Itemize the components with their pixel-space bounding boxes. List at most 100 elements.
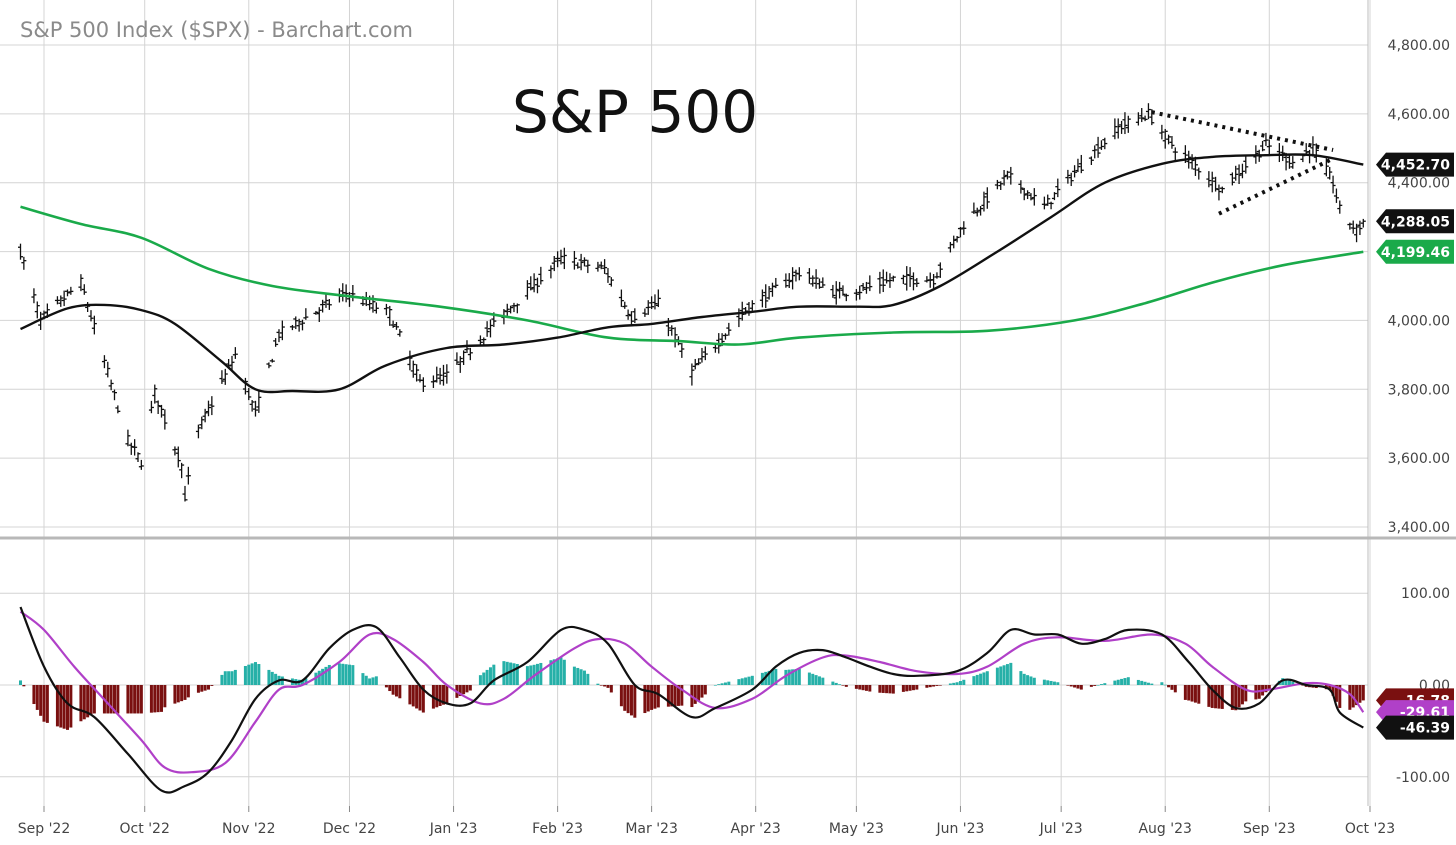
histogram-bar [1032,677,1036,685]
histogram-bar [35,685,39,710]
histogram-bar [203,685,207,691]
last-price-badge: 4,288.05 [1376,209,1454,234]
histogram-bar [774,668,778,685]
histogram-bar [1056,682,1060,685]
signal-line [19,610,1365,774]
histogram-bar [1267,685,1271,689]
month-label: May '23 [829,821,884,837]
histogram-bar [109,685,113,714]
histogram-bar [646,685,650,712]
histogram-bar [1123,678,1127,685]
macd-badge: -46.39 [1376,715,1454,740]
histogram-bar [42,685,46,722]
histogram-bar [129,685,133,714]
month-label: Feb '23 [532,821,583,837]
histogram-bar [488,667,492,685]
ma-slow-badge: 4,199.46 [1376,239,1454,264]
histogram-bar [948,683,952,685]
histogram-bar [841,685,845,686]
histogram-bar [1167,685,1171,688]
trendline-2 [1218,156,1334,216]
histogram-bar [139,685,143,714]
histogram-bar [183,685,187,700]
histogram-bar [666,685,670,707]
histogram-bar [220,674,224,685]
histogram-bar [831,681,835,685]
histogram-bar [159,685,163,712]
histogram-bar [92,685,96,714]
month-label: Mar '23 [625,821,678,837]
histogram-bar [559,657,563,685]
histogram-bar [1291,681,1295,685]
histogram-bar [962,679,966,685]
histogram-bar [676,685,680,706]
histogram-bar [1160,682,1164,685]
histogram-bar [384,685,388,688]
histogram-bar [391,685,395,695]
histogram-bar [441,685,445,705]
histogram-bar [1069,685,1073,687]
histogram-bar [180,685,184,702]
last-price-badge-shape [1376,209,1454,234]
histogram-bar [253,662,257,685]
histogram-bar [901,685,905,692]
histogram-bar [606,685,610,688]
histogram-bar [891,685,895,694]
histogram-bar [515,663,519,685]
histogram-bar [1183,685,1187,700]
histogram-bar [579,669,583,685]
price-bars [18,103,1366,502]
month-label: Jun '23 [935,821,984,837]
histogram-bar [176,685,180,703]
month-label: Nov '22 [222,821,275,837]
histogram-bar [1170,685,1174,690]
histogram-bar [697,685,701,701]
histogram-bar [1049,680,1053,685]
histogram-bar [223,671,227,685]
histogram-bar [760,672,764,685]
histogram-bar [321,668,325,685]
histogram-bar [438,685,442,706]
histogram-bar [703,685,707,695]
histogram-bar [1173,685,1177,693]
histogram-bar [1334,685,1338,702]
histogram-bar [1146,682,1150,685]
histogram-bar [163,685,167,708]
histogram-bar [86,685,90,718]
month-label: Jan '23 [429,821,478,837]
histogram-bar [747,676,751,685]
macd-line [19,606,1364,794]
histogram-bar [153,685,157,713]
moving-average-fast-line [20,153,1364,394]
histogram-bar [149,685,153,713]
ma-slow-badge-shape [1376,239,1454,264]
histogram-bar [206,685,210,690]
macd-panel [19,606,1365,794]
histogram-bar [398,685,402,699]
histogram-bar [562,659,566,685]
histogram-bar [243,665,247,685]
histogram-bar [576,667,580,685]
histogram-bar [270,671,274,685]
moving-average-slow-line [20,205,1364,346]
histogram-bar [650,685,654,710]
histogram-bar [59,685,63,728]
histogram-bar [341,663,345,685]
macd-badge-text: -46.39 [1400,721,1450,737]
histogram-bar [267,669,271,685]
histogram-bar [908,685,912,691]
histogram-bar [435,685,439,708]
month-label: Apr '23 [731,821,781,837]
histogram-bar [995,667,999,685]
histogram-bar [55,685,59,727]
histogram-bar [1136,679,1140,685]
histogram-bar [79,685,83,722]
histogram-bar [1079,685,1083,690]
histogram-bar [858,685,862,690]
histogram-bar [1338,685,1342,708]
histogram-bar [529,665,533,685]
histogram-bar [888,685,892,694]
histogram-bar [797,668,801,685]
histogram-bar [549,660,553,685]
